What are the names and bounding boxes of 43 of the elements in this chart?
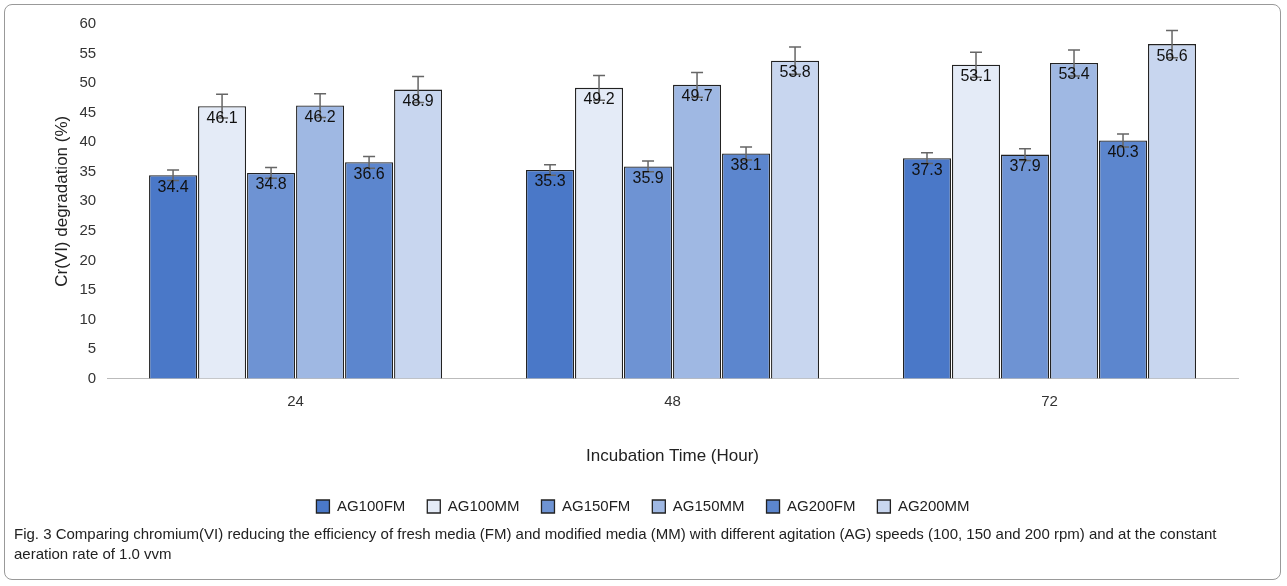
data-label: 38.1 [730,155,762,173]
y-tick-label: 20 [79,250,97,268]
data-label: 48.9 [402,92,434,110]
caption: Fig. 3 Comparing chromium(VI) reducing the efficiency of fresh media (FM) and modified media (MM) with different agitation (AG) speeds (100, 150 and 200 rpm) and at the constant aeration rate of 1.0 vvm [14,524,1218,564]
data-label: 36.6 [353,164,385,182]
legend-label: AG150MM [672,496,745,514]
legend-label: AG200FM [787,496,856,514]
data-label: 34.8 [255,175,287,193]
legend-label: AG100FM [336,496,406,514]
data-label: 46.2 [304,107,336,125]
data-label: 49.2 [583,90,615,108]
data-label: 46.1 [206,108,238,126]
y-tick-label: 40 [79,132,97,150]
data-label: 53.8 [779,63,811,81]
legend-label: AG100MM [447,496,520,514]
data-label: 40.3 [1107,142,1139,160]
legend-label: AG150FM [561,496,631,514]
data-label: 35.3 [534,172,566,190]
y-axis-title: Cr(VI) degradation (%) [51,115,71,287]
y-tick-label: 0 [87,368,97,386]
y-tick-label: 60 [79,14,97,32]
y-tick-label: 50 [79,73,97,91]
y-tick-label: 30 [79,191,97,209]
data-label: 37.9 [1009,157,1041,175]
x-tick-label: 24 [287,391,304,409]
y-tick-label: 15 [79,280,97,298]
x-tick-label: 72 [1041,391,1058,409]
y-tick-label: 45 [79,102,97,120]
data-label: 37.3 [911,160,943,178]
data-label: 35.9 [632,168,664,186]
y-tick-label: 35 [79,161,97,179]
data-label: 34.4 [157,177,189,195]
data-label: 53.4 [1058,65,1090,83]
legend-label: AG200MM [897,496,970,514]
x-tick-label: 48 [664,391,681,409]
y-tick-label: 10 [79,309,97,327]
x-axis-title: Incubation Time (Hour) [586,446,759,466]
y-tick-label: 25 [79,220,97,238]
data-label: 56.6 [1156,46,1188,64]
data-label: 53.1 [960,67,992,85]
y-tick-label: 5 [87,339,97,357]
data-label: 49.7 [681,87,713,105]
y-tick-label: 55 [79,43,97,61]
